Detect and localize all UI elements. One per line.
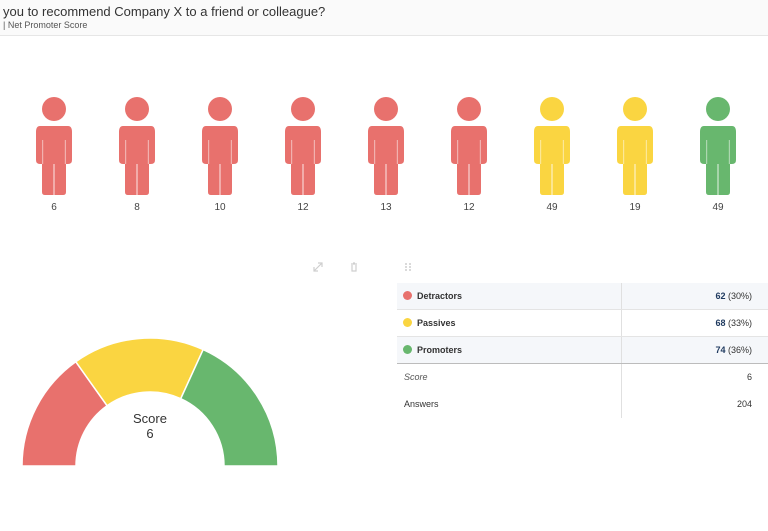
person-count: 12 xyxy=(297,202,309,213)
table-row-passives: Passives 68 (33%) xyxy=(397,310,768,337)
row-label: Promoters xyxy=(417,345,463,355)
gauge-score-value: 6 xyxy=(146,426,154,441)
table-row-promoters: Promoters 74 (36%) xyxy=(397,337,768,364)
trash-icon[interactable] xyxy=(348,260,360,272)
person-count: 49 xyxy=(712,202,724,213)
row-value: 62 (30%) xyxy=(715,291,752,301)
answers-label: Answers xyxy=(404,399,439,409)
gauge-arc xyxy=(21,337,279,467)
person-count: 12 xyxy=(463,202,475,213)
gauge-segment-promoter xyxy=(179,348,279,467)
person-icon-detractor: 8 xyxy=(117,96,157,216)
table-row-answers: Answers 204 xyxy=(397,391,768,418)
answers-value: 204 xyxy=(736,399,752,409)
row-label: Passives xyxy=(417,318,456,328)
table-row-score: Score 6 xyxy=(397,364,768,391)
person-count: 8 xyxy=(134,202,140,213)
person-count: 49 xyxy=(546,202,558,213)
score-label: Score xyxy=(404,372,428,382)
row-value: 74 (36%) xyxy=(715,345,752,355)
question-title: you to recommend Company X to a friend o… xyxy=(3,4,326,19)
nps-summary-table: Detractors 62 (30%) Passives 68 (33%) Pr… xyxy=(397,283,768,418)
person-icon-detractor: 13 xyxy=(366,96,406,216)
person-icon-detractor: 10 xyxy=(200,96,240,216)
expand-icon[interactable] xyxy=(312,260,324,272)
person-count: 19 xyxy=(629,202,641,213)
person-icon-detractor: 12 xyxy=(283,96,323,216)
person-icon-passive: 49 xyxy=(532,96,572,216)
score-value: 6 xyxy=(746,372,752,382)
row-value: 68 (33%) xyxy=(715,318,752,328)
person-icon-passive: 19 xyxy=(615,96,655,216)
row-label: Detractors xyxy=(417,291,463,301)
question-header: you to recommend Company X to a friend o… xyxy=(0,0,768,36)
question-subtitle: | Net Promoter Score xyxy=(3,20,88,30)
person-icon-detractor: 6 xyxy=(34,96,74,216)
table-row-detractors: Detractors 62 (30%) xyxy=(397,283,768,310)
gauge-score-label: Score xyxy=(133,411,167,426)
person-count: 13 xyxy=(380,202,392,213)
person-icon-detractor: 12 xyxy=(449,96,489,216)
person-count: 10 xyxy=(214,202,226,213)
people-chart: 6 8 10 12 13 12 49 19 49 xyxy=(0,96,768,216)
person-icon-promoter: 49 xyxy=(698,96,738,216)
person-count: 6 xyxy=(51,202,57,213)
nps-gauge: Score 6 xyxy=(20,336,280,470)
promoter-dot xyxy=(403,345,412,354)
detractor-dot xyxy=(403,291,412,300)
drag-handle-icon[interactable] xyxy=(402,260,414,272)
passive-dot xyxy=(403,318,412,327)
